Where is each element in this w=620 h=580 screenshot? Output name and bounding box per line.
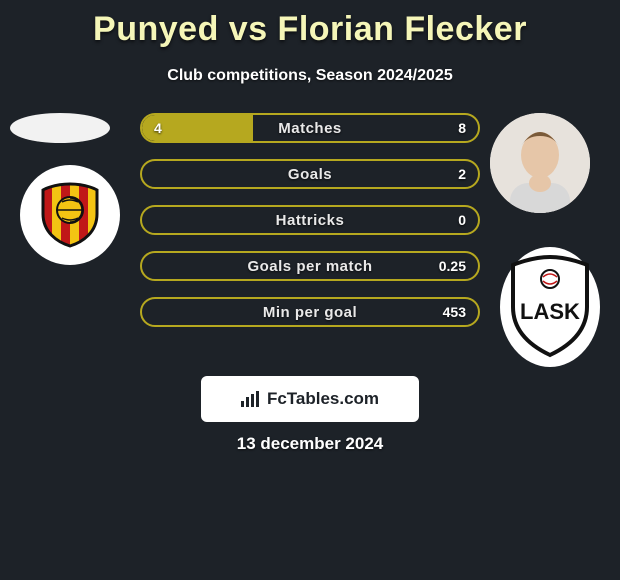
subtitle: Club competitions, Season 2024/2025	[0, 67, 620, 85]
stat-right-value: 2	[458, 161, 466, 187]
stat-bar: Hattricks0	[140, 205, 480, 235]
stat-label: Matches	[142, 115, 478, 141]
stat-label: Hattricks	[142, 207, 478, 233]
stat-bar: 4Matches8	[140, 113, 480, 143]
branding-label: FcTables.com	[267, 389, 379, 409]
stat-right-value: 453	[443, 299, 466, 325]
player-right-photo	[490, 113, 590, 213]
bar-chart-icon	[241, 391, 261, 407]
stat-bars: 4Matches8 Goals2 Hattricks0 Goals per match…	[140, 113, 480, 343]
lask-crest-icon: LASK	[507, 255, 593, 359]
date-label: 13 december 2024	[0, 434, 620, 454]
player-left-photo	[10, 113, 110, 143]
player-right-club-crest: LASK	[500, 247, 600, 367]
stat-bar: Goals per match0.25	[140, 251, 480, 281]
stat-right-value: 0.25	[439, 253, 466, 279]
page-title: Punyed vs Florian Flecker	[0, 0, 620, 49]
stat-right-value: 8	[458, 115, 466, 141]
player-left-club-crest	[20, 165, 120, 265]
svg-text:LASK: LASK	[520, 299, 580, 324]
stat-bar: Goals2	[140, 159, 480, 189]
stat-label: Min per goal	[142, 299, 478, 325]
stat-label: Goals	[142, 161, 478, 187]
branding-badge: FcTables.com	[201, 376, 419, 422]
stat-bar: Min per goal453	[140, 297, 480, 327]
shield-icon	[35, 180, 105, 250]
person-icon	[490, 113, 590, 213]
stat-right-value: 0	[458, 207, 466, 233]
stat-label: Goals per match	[142, 253, 478, 279]
